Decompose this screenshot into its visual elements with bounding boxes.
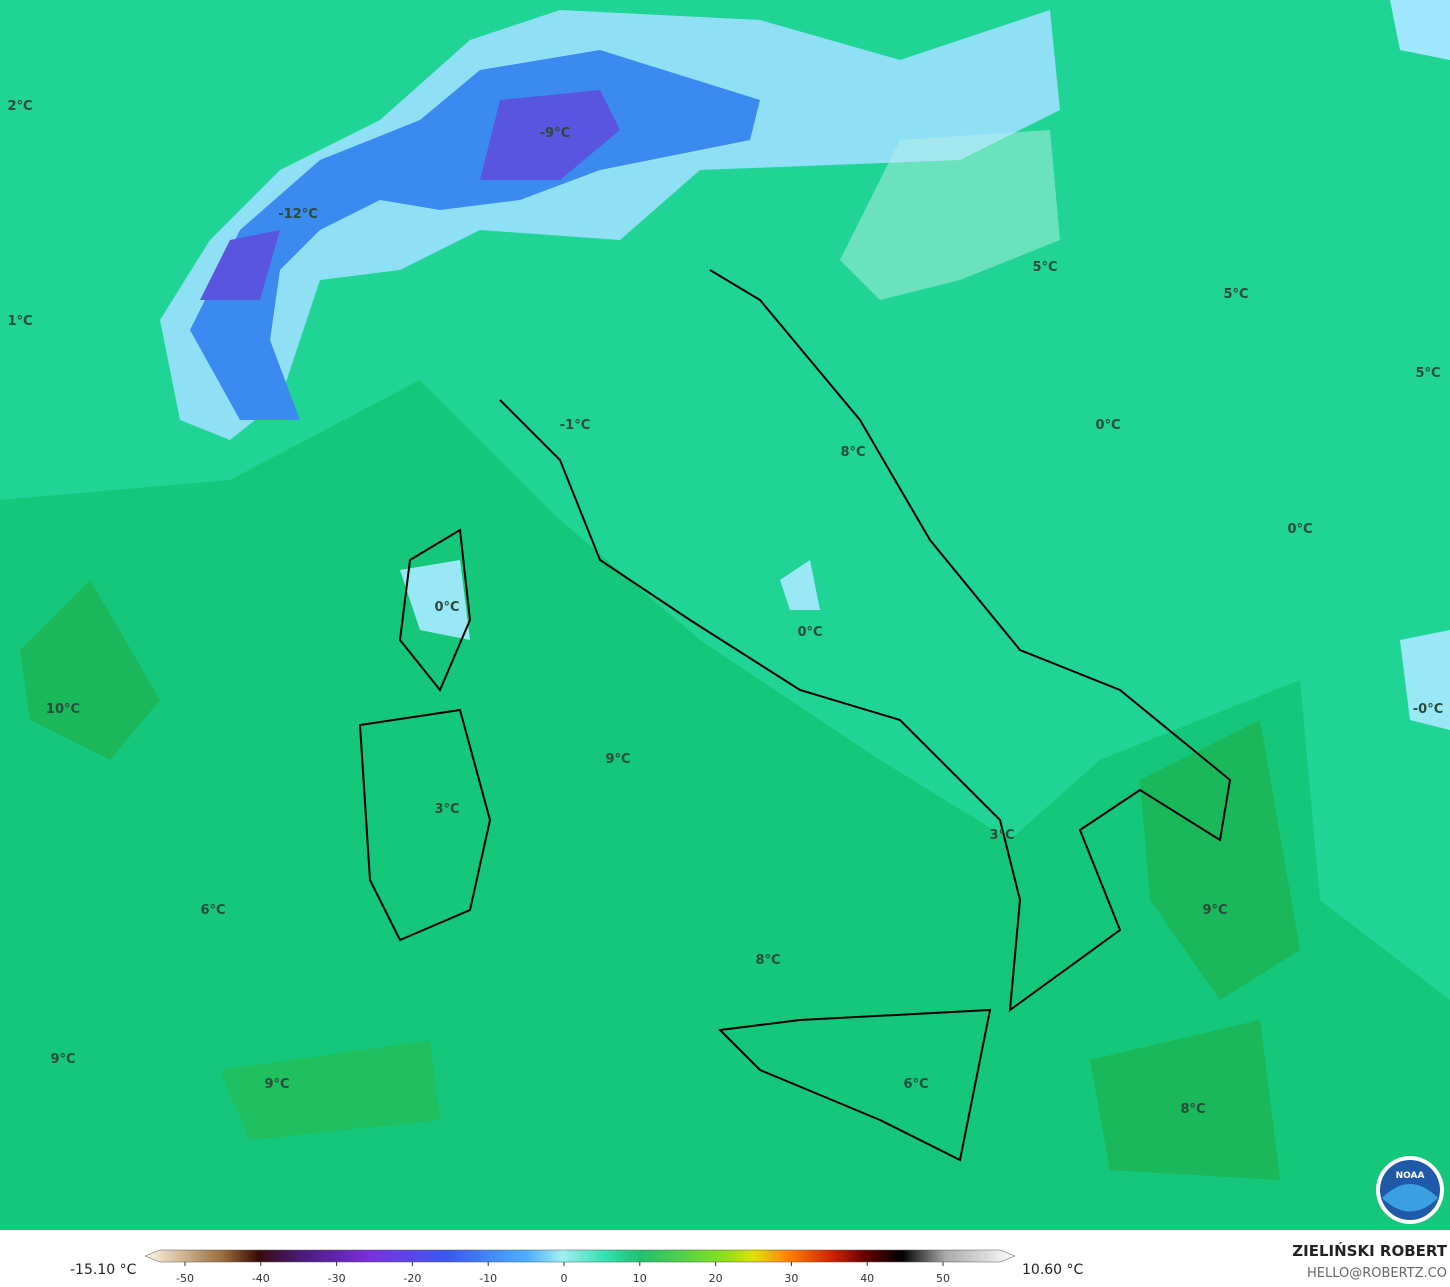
tick-label: -10 — [479, 1272, 497, 1285]
map-background — [0, 0, 1450, 1230]
email: HELLO@ROBERTZ.CO — [1307, 1266, 1447, 1281]
temperature-label: 5°C — [1415, 366, 1440, 381]
logo-text: NOAA — [1396, 1171, 1425, 1181]
temperature-label: -1°C — [560, 418, 590, 433]
tick-label: 20 — [709, 1272, 723, 1285]
tick-label: 40 — [860, 1272, 874, 1285]
tick-label: 0 — [561, 1272, 568, 1285]
temperature-label: 3°C — [989, 828, 1014, 843]
temperature-label: 8°C — [755, 953, 780, 968]
temperature-label: 9°C — [264, 1077, 289, 1092]
max-label: 10.60 °C — [1022, 1262, 1084, 1278]
temperature-label: 8°C — [840, 445, 865, 460]
author: ZIELIŃSKI ROBERT — [1292, 1241, 1447, 1260]
temperature-label: 3°C — [434, 802, 459, 817]
temperature-label: -9°C — [540, 126, 570, 141]
temperature-label: 6°C — [903, 1077, 928, 1092]
temperature-label: 1°C — [7, 314, 32, 329]
min-label: -15.10 °C — [70, 1262, 137, 1278]
temperature-label: 10°C — [46, 702, 80, 717]
temperature-label: 6°C — [200, 903, 225, 918]
temperature-label: 5°C — [1223, 287, 1248, 302]
tick-label: -30 — [328, 1272, 346, 1285]
temperature-label: -0°C — [1413, 702, 1443, 717]
color-scale — [144, 1249, 1016, 1263]
temperature-label: 0°C — [1287, 522, 1312, 537]
temperature-label: 0°C — [1095, 418, 1120, 433]
tick-label: -20 — [403, 1272, 421, 1285]
temperature-label: -12°C — [278, 207, 318, 222]
temperature-label: 9°C — [605, 752, 630, 767]
temperature-label: 9°C — [50, 1052, 75, 1067]
temperature-label: 0°C — [797, 625, 822, 640]
tick-label: 50 — [936, 1272, 950, 1285]
temperature-label: 5°C — [1032, 260, 1057, 275]
tick-label: -40 — [252, 1272, 270, 1285]
temperature-label: 0°C — [434, 600, 459, 615]
tick-label: 30 — [784, 1272, 798, 1285]
tick-label: -50 — [176, 1272, 194, 1285]
temperature-label: 8°C — [1180, 1102, 1205, 1117]
temperature-label: 9°C — [1202, 903, 1227, 918]
logo: NOAA — [1376, 1156, 1444, 1224]
temperature-label: 2°C — [7, 99, 32, 114]
tick-label: 10 — [633, 1272, 647, 1285]
